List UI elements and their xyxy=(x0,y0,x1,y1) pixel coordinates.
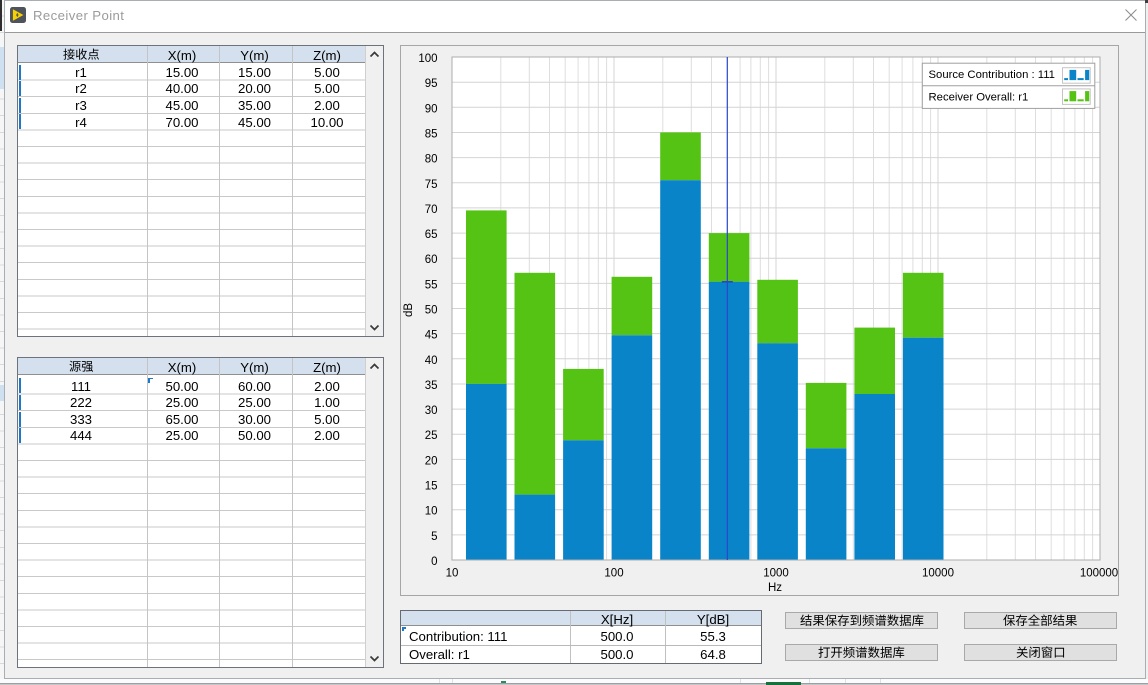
svg-text:75: 75 xyxy=(425,179,438,191)
svg-text:90: 90 xyxy=(425,103,438,115)
svg-text:10: 10 xyxy=(425,506,438,518)
svg-text:15: 15 xyxy=(425,481,438,493)
svg-text:40: 40 xyxy=(425,355,438,367)
svg-text:10000: 10000 xyxy=(922,568,954,580)
svg-text:50: 50 xyxy=(425,305,438,317)
svg-text:1000: 1000 xyxy=(763,568,789,580)
svg-text:55: 55 xyxy=(425,279,438,291)
svg-text:60: 60 xyxy=(425,254,438,266)
svg-text:100: 100 xyxy=(418,53,437,65)
svg-text:0: 0 xyxy=(431,556,437,568)
svg-text:20: 20 xyxy=(425,455,438,467)
svg-text:35: 35 xyxy=(425,380,438,392)
svg-text:70: 70 xyxy=(425,204,438,216)
svg-text:100: 100 xyxy=(604,568,623,580)
svg-text:Source Contribution : 111: Source Contribution : 111 xyxy=(929,69,1055,81)
svg-text:80: 80 xyxy=(425,154,438,166)
svg-text:Hz: Hz xyxy=(768,582,782,594)
svg-text:100000: 100000 xyxy=(1080,568,1118,580)
svg-text:Receiver Overall: r1: Receiver Overall: r1 xyxy=(929,92,1029,104)
svg-text:25: 25 xyxy=(425,430,438,442)
svg-text:dB: dB xyxy=(403,303,415,317)
svg-text:5: 5 xyxy=(431,531,437,543)
svg-text:65: 65 xyxy=(425,229,438,241)
svg-text:45: 45 xyxy=(425,330,438,342)
svg-text:85: 85 xyxy=(425,129,438,141)
svg-text:10: 10 xyxy=(446,568,459,580)
svg-text:30: 30 xyxy=(425,405,438,417)
svg-text:95: 95 xyxy=(425,78,438,90)
